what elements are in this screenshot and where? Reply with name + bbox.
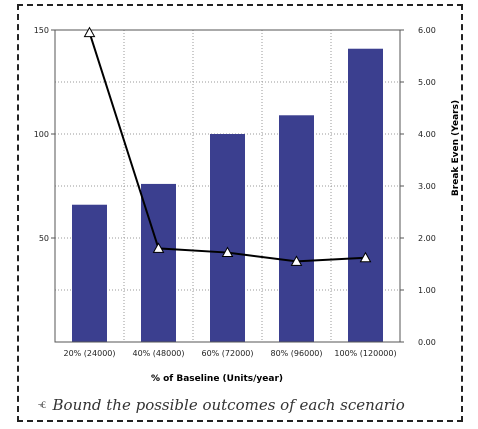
- y2-tick-label: 1.00: [418, 286, 436, 295]
- bar: [348, 48, 383, 342]
- data-point-marker: [83, 26, 96, 38]
- bar-series: [72, 48, 383, 342]
- axes: [51, 29, 404, 343]
- y2-tick-label: 2.00: [418, 234, 436, 243]
- x-tick-label: 100% (120000): [334, 349, 396, 358]
- y2-tick-label: 5.00: [418, 78, 436, 87]
- y2-tick-label: 6.00: [418, 26, 436, 35]
- data-point-marker: [221, 246, 234, 258]
- x-axis-label: % of Baseline (Units/year): [151, 374, 283, 384]
- y2-axis-label: Break Even (Years): [451, 100, 461, 196]
- x-tick-label: 40% (48000): [132, 349, 184, 358]
- x-tick-label: 60% (72000): [201, 349, 253, 358]
- data-point-marker: [359, 251, 372, 263]
- bar: [72, 204, 107, 342]
- data-point-marker: [152, 242, 165, 253]
- y-tick-label: 150: [34, 26, 49, 35]
- y2-tick-label: 3.00: [418, 182, 436, 191]
- bar: [210, 134, 245, 342]
- x-tick-label: 80% (96000): [270, 349, 322, 358]
- figure-frame: [17, 4, 463, 422]
- y2-tick-label: 4.00: [418, 130, 436, 139]
- y2-tick-label: 0.00: [418, 338, 436, 347]
- caption-text: Bound the possible outcomes of each scen…: [52, 396, 405, 414]
- caption-bullet: ⱕ: [38, 399, 47, 414]
- data-point-marker: [290, 255, 303, 266]
- line-series: [83, 26, 372, 266]
- y-tick-label: 50: [39, 234, 49, 243]
- y-tick-label: 100: [34, 130, 49, 139]
- tick-labels: 50 100 150 0.00 1.00 2.00 3.00 4.00 5.00 6.00 20% …: [34, 26, 436, 358]
- caption: ⱕ Bound the possible outcomes of each sce…: [38, 396, 405, 414]
- bar: [279, 115, 314, 342]
- x-tick-label: 20% (24000): [63, 349, 115, 358]
